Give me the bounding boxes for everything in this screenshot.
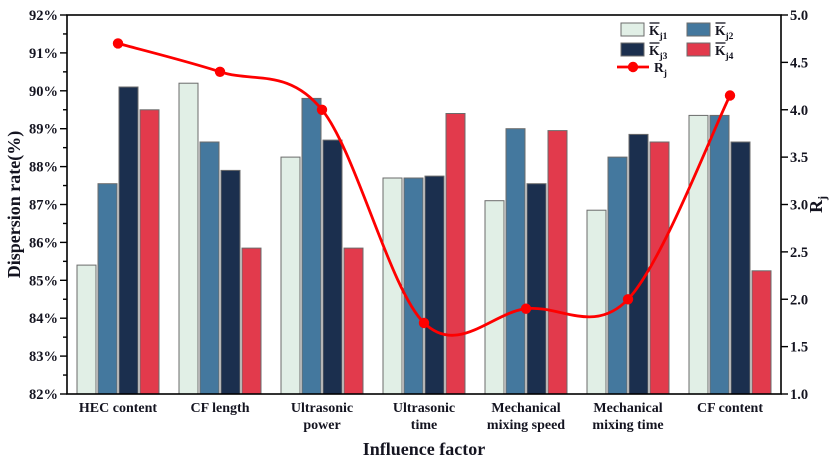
bar-kj1-cat3 xyxy=(280,156,301,395)
bar-kj2-cat1 xyxy=(97,183,118,395)
left-axis-tick-label: 82% xyxy=(29,387,58,403)
legend-label-kj3: Kj3 xyxy=(649,43,668,62)
bar-kj2-cat3 xyxy=(301,97,322,395)
bar-kj1-cat7 xyxy=(688,114,709,395)
bar-kj3-cat6 xyxy=(628,133,649,395)
legend-swatch-kj2 xyxy=(686,22,711,37)
rj-marker-cat2 xyxy=(214,66,226,78)
left-axis-tick-label: 84% xyxy=(29,311,58,327)
right-axis-tick-label: 1.5 xyxy=(790,340,808,356)
bar-kj3-cat2 xyxy=(220,169,241,395)
x-category-label: Mechanical xyxy=(593,401,662,416)
legend-line-marker xyxy=(627,61,639,73)
bar-kj1-cat1 xyxy=(76,264,97,395)
legend-label-kj2: Kj2 xyxy=(715,23,734,42)
rj-marker-cat7 xyxy=(724,90,736,101)
bar-kj2-cat6 xyxy=(607,156,628,395)
x-category-label: CF content xyxy=(697,401,763,416)
rj-marker-cat5 xyxy=(520,303,532,314)
bar-kj2-cat2 xyxy=(199,141,220,395)
right-axis-tick-label: 2.0 xyxy=(790,292,808,308)
rj-marker-cat1 xyxy=(112,38,124,49)
bar-kj3-cat1 xyxy=(118,86,139,395)
bar-kj4-cat1 xyxy=(139,109,160,395)
rj-marker-cat6 xyxy=(622,294,634,305)
right-axis-tick-label: 2.5 xyxy=(790,245,808,261)
left-axis-tick-label: 89% xyxy=(29,122,58,138)
rj-marker-cat3 xyxy=(316,104,328,116)
bar-kj3-cat7 xyxy=(730,141,751,395)
bar-kj3-cat4 xyxy=(424,175,445,395)
left-axis-tick-label: 87% xyxy=(29,198,58,214)
bar-kj2-cat5 xyxy=(505,128,526,395)
left-axis-tick-label: 91% xyxy=(29,46,58,62)
right-axis-tick-label: 3.5 xyxy=(790,150,808,166)
bar-kj1-cat5 xyxy=(484,200,505,395)
x-category-label: HEC content xyxy=(79,401,158,416)
rj-marker-cat4 xyxy=(418,317,430,329)
bar-kj4-cat5 xyxy=(547,130,568,395)
x-category-label: CF length xyxy=(191,401,250,416)
legend-label-kj1: Kj1 xyxy=(649,23,668,42)
bar-kj4-cat6 xyxy=(649,141,670,395)
x-category-label: Mechanical xyxy=(491,401,560,416)
bar-kj2-cat4 xyxy=(403,177,424,395)
x-category-label: mixing time xyxy=(592,418,663,433)
right-axis-tick-label: 3.0 xyxy=(790,198,808,214)
bar-kj1-cat6 xyxy=(586,209,607,395)
bar-kj3-cat5 xyxy=(526,183,547,395)
x-category-label: mixing speed xyxy=(487,418,565,433)
bar-kj1-cat2 xyxy=(178,82,199,395)
left-axis-tick-label: 92% xyxy=(29,8,58,24)
left-axis-tick-label: 86% xyxy=(29,235,58,251)
legend-swatch-kj3 xyxy=(620,42,645,57)
x-category-label: power xyxy=(303,418,340,433)
bar-kj2-cat7 xyxy=(709,114,730,395)
x-axis-title: Influence factor xyxy=(363,439,485,459)
bar-kj4-cat4 xyxy=(445,113,466,395)
left-axis-tick-label: 85% xyxy=(29,273,58,289)
legend: Kj1 Kj2 Kj3 Kj4 Rj xyxy=(617,22,734,79)
x-category-label: Ultrasonic xyxy=(393,401,455,416)
right-axis-title: Rj xyxy=(806,196,829,213)
x-category-label: Ultrasonic xyxy=(291,401,353,416)
right-axis-tick-label: 4.0 xyxy=(790,103,808,119)
bar-kj3-cat3 xyxy=(322,139,343,395)
x-category-label: time xyxy=(411,418,437,433)
legend-label-rj: Rj xyxy=(654,60,667,79)
legend-swatch-kj1 xyxy=(620,22,645,37)
bar-kj4-cat3 xyxy=(343,247,364,395)
left-axis-title: Dispersion rate(%) xyxy=(4,131,25,278)
legend-label-kj4: Kj4 xyxy=(715,43,734,62)
right-axis-tick-label: 1.0 xyxy=(790,387,808,403)
left-axis-tick-label: 90% xyxy=(29,84,58,100)
left-axis-tick-label: 83% xyxy=(29,349,58,365)
right-axis-tick-label: 4.5 xyxy=(790,55,808,71)
bar-kj4-cat7 xyxy=(751,270,772,395)
bar-kj4-cat2 xyxy=(241,247,262,395)
legend-swatch-kj4 xyxy=(686,42,711,57)
left-axis-tick-label: 88% xyxy=(29,160,58,176)
right-axis-tick-label: 5.0 xyxy=(790,8,808,24)
